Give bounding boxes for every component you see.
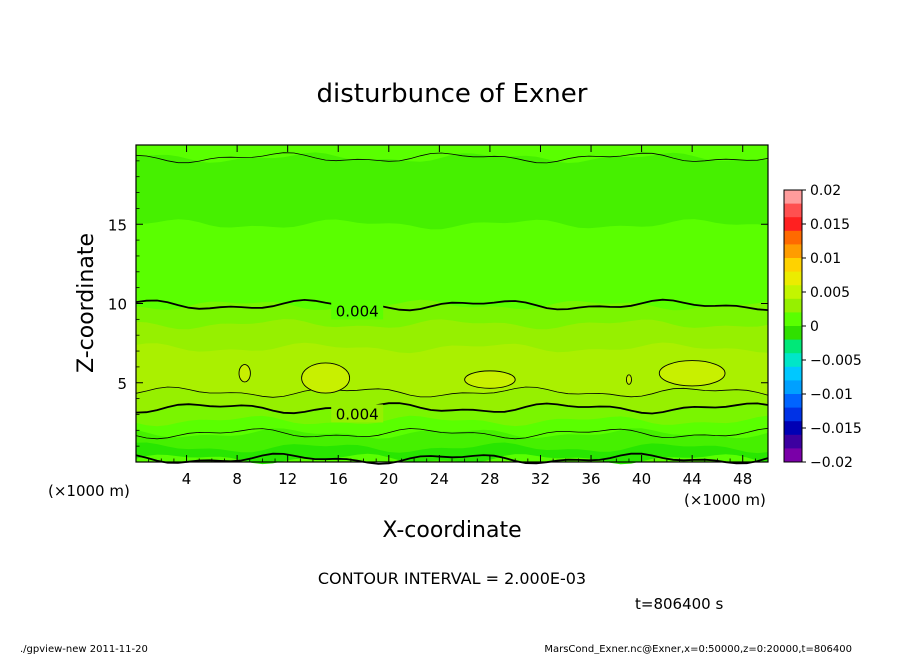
x-tick-label: 24	[430, 470, 449, 488]
colorbar-swatch	[784, 230, 802, 245]
y-tick-label: 15	[108, 216, 127, 234]
y-axis-ticks: 5 10 15	[108, 160, 768, 447]
x-unit-right: (×1000 m)	[684, 491, 766, 509]
colorbar-tick-label: −0.01	[810, 387, 853, 403]
contour-line	[135, 427, 769, 440]
colorbar-tick-label: 0.01	[810, 251, 841, 267]
colorbar-swatch	[784, 258, 802, 273]
time-label: t=806400 s	[635, 595, 723, 613]
colorbar-tick-label: −0.005	[810, 353, 862, 369]
footer-right: MarsCond_Exner.nc@Exner,x=0:50000,z=0:20…	[544, 644, 852, 654]
colorbar-swatch	[784, 217, 802, 232]
contour-interval-text: CONTOUR INTERVAL = 2.000E-03	[318, 569, 586, 588]
colorbar-tick-label: 0.005	[810, 285, 850, 301]
colorbar-swatch	[784, 421, 802, 436]
x-tick-label: 44	[683, 470, 702, 488]
y-axis-label: Z-coordinate	[74, 233, 99, 373]
contour-blob	[238, 364, 251, 383]
colorbar-swatch	[784, 366, 802, 381]
contour-label-bg	[331, 301, 384, 320]
x-tick-label: 48	[733, 470, 752, 488]
contour-blob	[658, 360, 726, 387]
colorbar-swatch	[784, 339, 802, 354]
plot-area: 0.004 0.004	[135, 144, 769, 465]
contour-line	[135, 298, 769, 312]
contour-label-bg	[331, 404, 384, 423]
colorbar-tick-label: 0.015	[810, 217, 850, 233]
colorbar-tick-label: −0.015	[810, 421, 862, 437]
contour-line	[135, 452, 769, 465]
x-tick-label: 4	[182, 470, 192, 488]
shaded-bands	[136, 145, 768, 465]
contour-blob	[301, 362, 351, 394]
x-tick-label: 32	[531, 470, 550, 488]
colorbar-swatch	[784, 271, 802, 286]
colorbar-tick-label: −0.02	[810, 455, 853, 471]
contour-line	[135, 152, 769, 164]
colorbar-swatch	[784, 298, 802, 313]
shaded-band	[136, 145, 768, 230]
colorbar-swatch	[784, 448, 802, 463]
chart-title: disturbunce of Exner	[317, 79, 588, 109]
x-tick-label: 8	[232, 470, 242, 488]
colorbar-tick-label: 0.02	[810, 183, 841, 199]
colorbar-swatch	[784, 434, 802, 449]
colorbar-swatch	[784, 244, 802, 259]
x-tick-label: 36	[581, 470, 600, 488]
colorbar: 0.02 0.015 0.01 0.005 0 −0.005 −0.01 −0.015 −0.0…	[783, 183, 862, 471]
colorbar-swatch	[784, 285, 802, 300]
x-unit-left: (×1000 m)	[48, 482, 130, 500]
contour-label: 0.004	[336, 302, 379, 320]
contour-blob	[464, 370, 516, 389]
x-tick-label: 28	[480, 470, 499, 488]
colorbar-swatch	[784, 353, 802, 368]
contour-blob	[625, 374, 632, 385]
colorbar-swatch	[784, 190, 802, 205]
x-axis-label: X-coordinate	[382, 518, 521, 543]
colorbar-swatch	[784, 203, 802, 218]
colorbar-swatch	[784, 380, 802, 395]
colorbar-swatch	[784, 407, 802, 422]
colorbar-swatch	[784, 326, 802, 341]
x-axis-ticks: 4 8 12 16 20 24 28 32 36 40 44 48	[148, 145, 756, 488]
footer-left: ./gpview-new 2011-11-20	[20, 644, 148, 654]
x-tick-label: 16	[329, 470, 348, 488]
contour-line	[135, 402, 769, 415]
colorbar-swatch	[784, 312, 802, 327]
y-tick-label: 10	[108, 296, 127, 314]
contour-label: 0.004	[336, 405, 379, 423]
y-tick-label: 5	[117, 375, 127, 393]
colorbar-swatch	[784, 394, 802, 409]
x-tick-label: 20	[379, 470, 398, 488]
colorbar-tick-label: 0	[810, 319, 819, 335]
x-tick-label: 40	[632, 470, 651, 488]
contour-lines: 0.004 0.004	[135, 152, 769, 465]
x-tick-label: 12	[278, 470, 297, 488]
contour-line	[135, 386, 769, 398]
